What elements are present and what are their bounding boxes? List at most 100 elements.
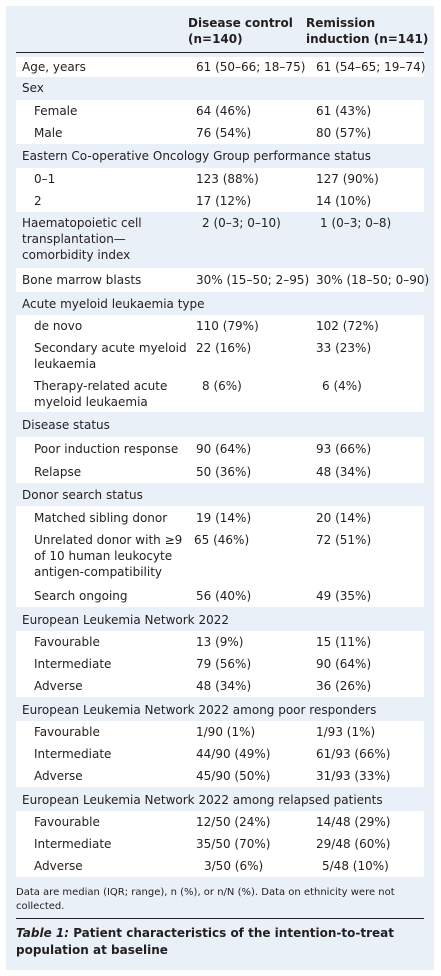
row-label: Adverse (34, 859, 83, 873)
caption-title: Patient characteristics of the intention… (16, 926, 394, 957)
table-row: Intermediate 44/90 (49%) 61/93 (66%) (16, 743, 424, 765)
row-label: de novo (34, 319, 83, 333)
table-panel (6, 6, 434, 970)
table-row: Intermediate 35/50 (70%) 29/48 (60%) (16, 833, 424, 855)
cell-disease-control: 56 (40%) (196, 589, 252, 603)
cell-disease-control: 50 (36%) (196, 465, 252, 479)
cell-disease-control: 3/50 (6%) (204, 859, 264, 873)
cell-remission-induction: 102 (72%) (316, 319, 379, 333)
table-row: Favourable 1/90 (1%) 1/93 (1%) (16, 721, 424, 743)
table-row: Relapse 50 (36%) 48 (34%) (16, 461, 424, 483)
table-row: Haematopoietic cell transplantation— com… (16, 213, 424, 265)
cell-disease-control: 13 (9%) (196, 635, 244, 649)
cell-disease-control: 2 (0–3; 0–10) (202, 216, 281, 230)
table-row: Search ongoing 56 (40%) 49 (35%) (16, 585, 424, 607)
cell-remission-induction: 29/48 (60%) (316, 837, 391, 851)
row-label: Bone marrow blasts (22, 273, 142, 287)
section-label: Eastern Co-operative Oncology Group perf… (22, 149, 371, 163)
table-row: Poor induction response 90 (64%) 93 (66%… (16, 437, 424, 461)
cell-remission-induction: 14/48 (29%) (316, 815, 391, 829)
section-label: Acute myeloid leukaemia type (22, 297, 205, 311)
table-row: Unrelated donor with ≥9 of 10 human leuk… (16, 529, 424, 585)
table-footnote: Data are median (IQR; range), n (%), or … (16, 887, 395, 912)
cell-remission-induction: 30% (18–50; 0–90) (316, 273, 430, 287)
cell-disease-control: 79 (56%) (196, 657, 252, 671)
row-label: Favourable (34, 815, 100, 829)
cell-remission-induction: 61/93 (66%) (316, 747, 391, 761)
section-label: Donor search status (22, 488, 143, 502)
cell-remission-induction: 90 (64%) (316, 657, 372, 671)
table-row: Adverse 45/90 (50%) 31/93 (33%) (16, 765, 424, 787)
cell-remission-induction: 14 (10%) (316, 194, 372, 208)
row-label: Relapse (34, 465, 82, 479)
cell-disease-control: 12/50 (24%) (196, 815, 271, 829)
cell-disease-control: 76 (54%) (196, 126, 252, 140)
cell-remission-induction: 49 (35%) (316, 589, 372, 603)
cell-remission-induction: 15 (11%) (316, 635, 372, 649)
table-row: Therapy-related acute myeloid leukaemia … (16, 374, 424, 412)
cell-disease-control: 19 (14%) (196, 511, 252, 525)
row-label: Age, years (22, 60, 86, 74)
row-label: Unrelated donor with ≥9 of 10 human leuk… (34, 533, 183, 579)
section-label: Sex (22, 81, 44, 95)
cell-disease-control: 123 (88%) (196, 172, 259, 186)
table-row: Secondary acute myeloid leukaemia 22 (16… (16, 337, 424, 374)
row-label: Adverse (34, 769, 83, 783)
cell-remission-induction: 31/93 (33%) (316, 769, 391, 783)
cell-remission-induction: 1 (0–3; 0–8) (320, 216, 392, 230)
column-header-disease-control: Disease control (n=140) (188, 16, 293, 46)
table-row: Adverse 3/50 (6%) 5/48 (10%) (16, 855, 424, 877)
table-row: 0–1 123 (88%) 127 (90%) (16, 168, 424, 190)
row-label: 2 (34, 194, 42, 208)
row-label: Intermediate (34, 747, 112, 761)
table-caption: Table 1: Patient characteristics of the … (16, 925, 426, 959)
cell-remission-induction: 1/93 (1%) (316, 725, 376, 739)
row-label: Haematopoietic cell transplantation— com… (22, 216, 142, 262)
cell-disease-control: 110 (79%) (196, 319, 259, 333)
cell-disease-control: 1/90 (1%) (196, 725, 256, 739)
table-row: Adverse 48 (34%) 36 (26%) (16, 675, 424, 697)
cell-disease-control: 45/90 (50%) (196, 769, 271, 783)
cell-remission-induction: 80 (57%) (316, 126, 372, 140)
row-label: Male (34, 126, 63, 140)
row-label: Matched sibling donor (34, 511, 168, 525)
cell-remission-induction: 20 (14%) (316, 511, 372, 525)
table-row: European Leukemia Network 2022 among poo… (16, 700, 424, 720)
cell-disease-control: 61 (50–66; 18–75) (196, 60, 306, 74)
cell-disease-control: 35/50 (70%) (196, 837, 271, 851)
cell-remission-induction: 127 (90%) (316, 172, 379, 186)
cell-disease-control: 30% (15–50; 2–95) (196, 273, 310, 287)
cell-disease-control: 8 (6%) (202, 379, 242, 393)
cell-disease-control: 65 (46%) (194, 533, 250, 547)
cell-remission-induction: 6 (4%) (322, 379, 362, 393)
table-row: Sex (16, 78, 424, 98)
section-label: European Leukemia Network 2022 among poo… (22, 703, 377, 717)
section-label: Disease status (22, 418, 110, 432)
table-row: Matched sibling donor 19 (14%) 20 (14%) (16, 506, 424, 529)
cell-remission-induction: 33 (23%) (316, 341, 372, 355)
row-label: Poor induction response (34, 442, 179, 456)
table-row: Favourable 13 (9%) 15 (11%) (16, 631, 424, 653)
table-row: Donor search status (16, 485, 424, 505)
cell-disease-control: 64 (46%) (196, 104, 252, 118)
row-label: Search ongoing (34, 589, 128, 603)
row-label: Female (34, 104, 78, 118)
section-label: European Leukemia Network 2022 (22, 613, 229, 627)
table-row: Intermediate 79 (56%) 90 (64%) (16, 653, 424, 675)
table-row: Female 64 (46%) 61 (43%) (16, 100, 424, 122)
table-row: 2 17 (12%) 14 (10%) (16, 190, 424, 212)
cell-remission-induction: 48 (34%) (316, 465, 372, 479)
caption-rule (16, 918, 424, 919)
table-row: Favourable 12/50 (24%) 14/48 (29%) (16, 811, 424, 833)
table-row: Disease status (16, 415, 424, 435)
row-label: Favourable (34, 725, 100, 739)
section-label: European Leukemia Network 2022 among rel… (22, 793, 383, 807)
cell-disease-control: 90 (64%) (196, 442, 252, 456)
cell-remission-induction: 61 (43%) (316, 104, 372, 118)
table-row: Bone marrow blasts 30% (15–50; 2–95) 30%… (16, 268, 430, 292)
caption-table-number: Table 1: (16, 926, 70, 940)
header-rule (16, 52, 424, 53)
row-label: Intermediate (34, 657, 112, 671)
table-row: Acute myeloid leukaemia type (16, 294, 424, 314)
